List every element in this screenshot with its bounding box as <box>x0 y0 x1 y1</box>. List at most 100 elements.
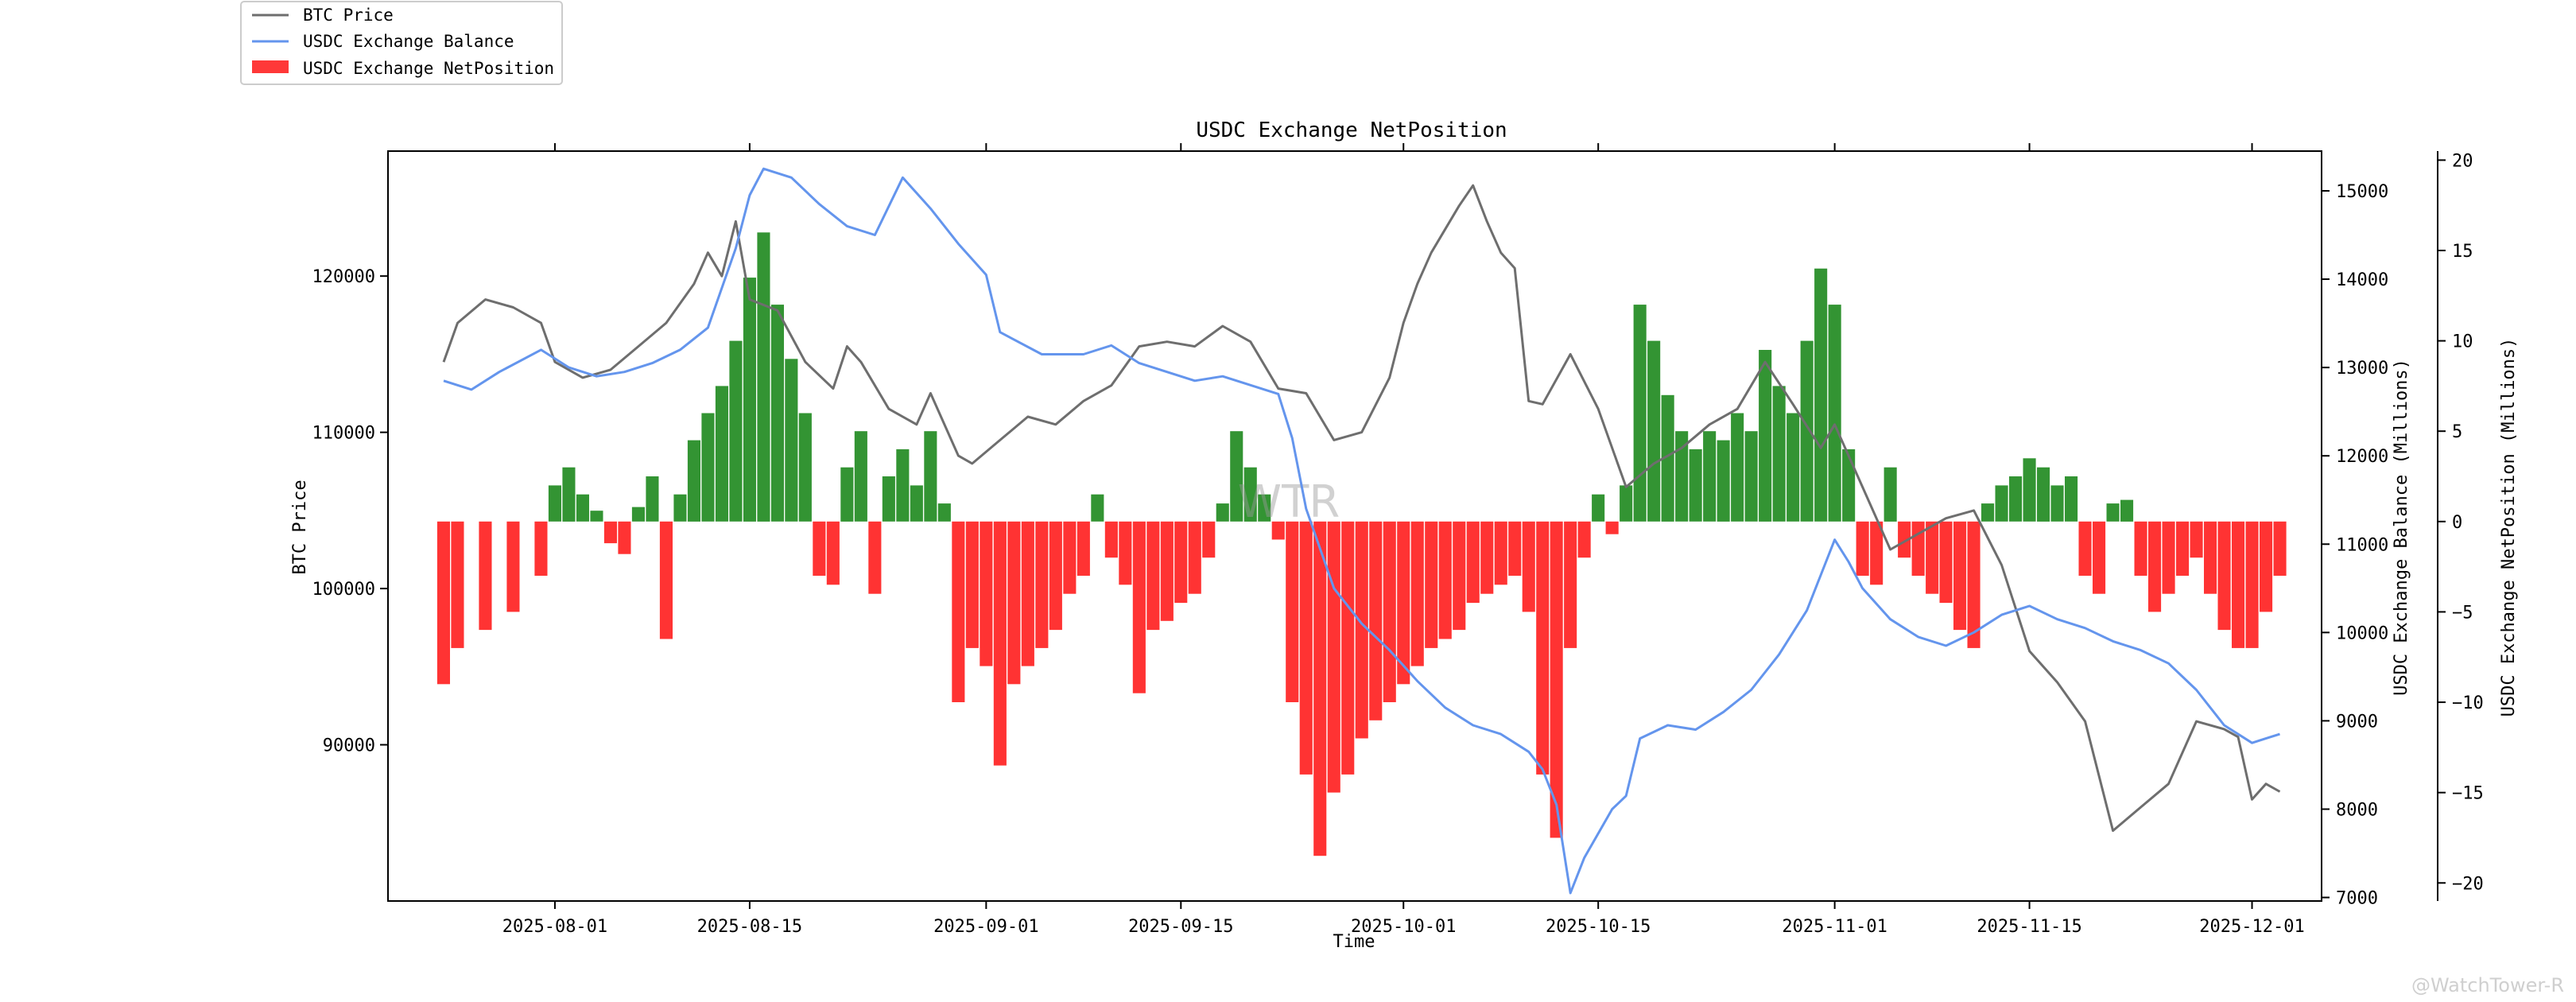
netposition-bar <box>562 467 576 522</box>
netposition-bar <box>2009 476 2023 522</box>
netposition-bar <box>1772 386 1786 522</box>
netposition-bar <box>576 494 589 522</box>
netposition-bar <box>1926 521 1939 594</box>
y-axis-right-balance-tick-label: 8000 <box>2336 800 2378 820</box>
btc-price-line <box>442 184 2281 833</box>
legend: BTC Price USDC Exchange Balance USDC Exc… <box>240 1 563 85</box>
netposition-bar <box>1410 521 1424 666</box>
netposition-bar <box>1661 394 1674 522</box>
netposition-bar <box>1119 521 1132 585</box>
x-axis-title: Time <box>1333 932 1375 952</box>
y-axis-left-tick-label: 120000 <box>312 267 375 287</box>
y-axis-right-balance-tick-label: 9000 <box>2336 712 2378 732</box>
netposition-bar <box>1494 521 1507 585</box>
netposition-bar <box>2134 521 2147 576</box>
netposition-bar <box>910 485 923 522</box>
y-axis-right-netposition-tick-label: −20 <box>2452 874 2484 894</box>
y-axis-right-netposition-tick-label: 20 <box>2452 151 2473 171</box>
netposition-bar <box>1146 521 1160 631</box>
netposition-bar <box>868 521 882 594</box>
netposition-bar <box>757 232 770 522</box>
netposition-bar <box>2260 521 2273 612</box>
netposition-bar <box>1550 521 1563 838</box>
netposition-bar <box>937 503 951 522</box>
netposition-bar <box>603 521 617 544</box>
y-axis-left-title: BTC Price <box>290 480 310 574</box>
netposition-bar <box>1759 350 1772 522</box>
netposition-bar <box>1383 521 1396 702</box>
netposition-bar <box>2217 521 2231 631</box>
netposition-bar <box>2106 503 2120 522</box>
netposition-bar <box>1425 521 1438 648</box>
credit-watermark: @WatchTower-R <box>2411 974 2564 996</box>
netposition-bar <box>506 521 520 612</box>
netposition-bar <box>1995 485 2008 522</box>
netposition-bar <box>1605 521 1619 534</box>
legend-label-btc-price: BTC Price <box>303 6 394 25</box>
netposition-bar <box>785 359 798 522</box>
netposition-bar <box>854 431 867 522</box>
netposition-bar <box>1842 449 1856 522</box>
netposition-bar <box>1132 521 1146 693</box>
netposition-bar <box>534 521 548 576</box>
netposition-bar <box>1577 521 1591 558</box>
netposition-bar <box>1299 521 1313 775</box>
netposition-bar <box>1160 521 1174 621</box>
plot-frame <box>387 150 2322 902</box>
netposition-bar <box>1744 431 1758 522</box>
netposition-bar <box>1313 521 1327 856</box>
netposition-bar <box>882 476 895 522</box>
y-axis-right-netposition-tick-label: 15 <box>2452 242 2473 262</box>
netposition-bar <box>715 386 728 522</box>
netposition-bar <box>2023 458 2036 522</box>
netposition-bar <box>1814 268 1828 522</box>
netposition-bar <box>1703 431 1717 522</box>
netposition-bar <box>2162 521 2175 594</box>
netposition-bar <box>2190 521 2203 558</box>
netposition-bar <box>729 340 743 522</box>
netposition-bar <box>1063 521 1077 594</box>
netposition-bar <box>1453 521 1466 631</box>
netposition-bars <box>436 232 2287 856</box>
netposition-bar <box>1104 521 1118 558</box>
netposition-bar <box>1188 521 1201 594</box>
legend-label-usdc-balance: USDC Exchange Balance <box>303 32 514 51</box>
x-axis-tick-label: 2025-10-01 <box>1351 917 1456 937</box>
netposition-bar <box>1466 521 1480 604</box>
y-axis-left: 90000 100000 110000 120000 <box>312 267 388 756</box>
netposition-bar <box>1911 521 1925 576</box>
y-axis-right-netposition-tick-label: 0 <box>2452 513 2462 533</box>
y-axis-left-tick-label: 90000 <box>323 736 375 756</box>
x-axis-tick-label: 2025-12-01 <box>2199 917 2304 937</box>
netposition-bar <box>2078 521 2092 576</box>
netposition-bar <box>479 521 492 631</box>
y-axis-right-netposition-tick-label: 10 <box>2452 332 2473 352</box>
x-axis-tick-label: 2025-08-15 <box>697 917 802 937</box>
netposition-bar <box>590 511 603 522</box>
legend-label-netposition: USDC Exchange NetPosition <box>303 59 554 78</box>
netposition-bar <box>2148 521 2162 612</box>
netposition-bar <box>1438 521 1452 639</box>
y-axis-right-balance-tick-label: 12000 <box>2336 447 2388 467</box>
netposition-bar <box>1522 521 1535 612</box>
netposition-bar <box>1592 494 1605 522</box>
netposition-bar <box>646 476 659 522</box>
netposition-bar <box>687 440 700 522</box>
netposition-bar <box>1800 340 1814 522</box>
netposition-bar <box>965 521 979 648</box>
netposition-bar <box>1689 449 1702 522</box>
netposition-bar <box>2176 521 2190 576</box>
netposition-bar <box>2093 521 2106 594</box>
netposition-bar <box>770 305 784 522</box>
chart-title: USDC Exchange NetPosition <box>1196 118 1507 142</box>
netposition-bar <box>980 521 993 666</box>
netposition-bar <box>1536 521 1550 775</box>
netposition-bar <box>1216 503 1229 522</box>
netposition-bar <box>1898 521 1911 558</box>
netposition-bar <box>1327 521 1340 793</box>
netposition-bar <box>1967 521 1980 648</box>
netposition-bar <box>1620 485 1633 522</box>
y-axis-right-balance-tick-label: 10000 <box>2336 623 2388 643</box>
netposition-bar <box>2273 521 2287 576</box>
